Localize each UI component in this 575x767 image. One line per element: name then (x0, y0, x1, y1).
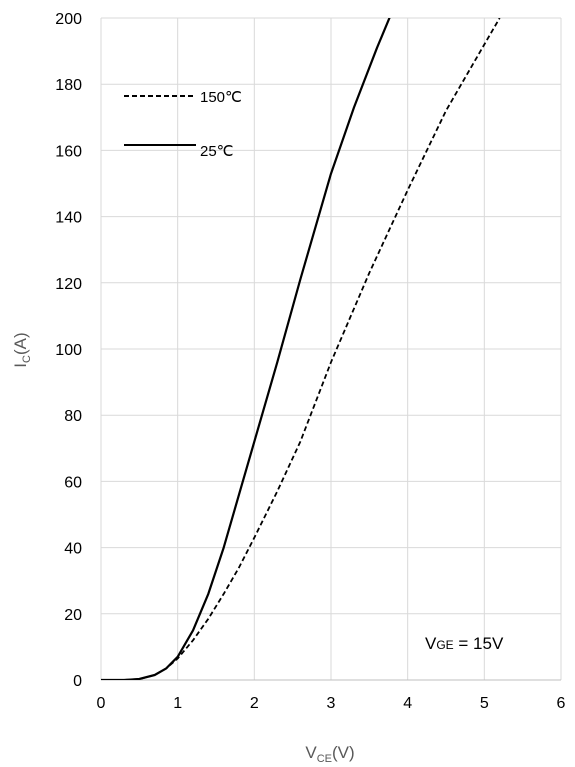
series-line-150c (101, 18, 501, 680)
y-axis-title-sub: C (21, 355, 33, 363)
x-tick-label: 2 (250, 695, 259, 712)
y-axis-title: IC(A) (11, 332, 33, 367)
legend: 150℃ 25℃ (124, 89, 242, 160)
y-tick-label: 40 (64, 541, 82, 558)
y-tick-label: 80 (64, 408, 82, 425)
y-tick-label: 60 (64, 474, 82, 491)
series-line-25c (101, 18, 391, 680)
grid (100, 17, 562, 681)
legend-150c-label: 150℃ (200, 89, 242, 106)
y-tick-label: 160 (55, 143, 82, 160)
y-tick-label: 120 (55, 276, 82, 293)
y-axis-title-unit: (A) (11, 332, 30, 355)
x-axis-title-sub: CE (317, 753, 332, 765)
x-tick-label: 3 (327, 695, 336, 712)
x-tick-label: 4 (403, 695, 412, 712)
x-axis-title-unit: (V) (332, 743, 355, 762)
y-tick-label: 20 (64, 607, 82, 624)
x-tick-label: 0 (97, 695, 106, 712)
y-tick-labels: 0 20 40 60 80 100 120 140 160 180 200 (55, 11, 82, 690)
y-tick-label: 200 (55, 11, 82, 28)
legend-25c-label: 25℃ (200, 143, 234, 160)
vge-annotation-sub: GE (436, 638, 453, 652)
x-tick-label: 5 (480, 695, 489, 712)
x-tick-labels: 0 1 2 3 4 5 6 (97, 695, 566, 712)
y-tick-label: 180 (55, 77, 82, 94)
x-tick-label: 1 (173, 695, 182, 712)
y-axis-title-main: I (11, 363, 30, 368)
y-tick-label: 100 (55, 342, 82, 359)
y-tick-label: 0 (73, 673, 82, 690)
y-tick-label: 140 (55, 210, 82, 227)
vge-annotation-rest: = 15V (454, 634, 504, 653)
x-axis-title-main: V (305, 743, 317, 762)
x-axis-title: VCE(V) (305, 743, 354, 765)
x-tick-label: 6 (557, 695, 566, 712)
series-lines (101, 18, 501, 680)
vge-annotation: VGE = 15V (425, 634, 504, 653)
vge-annotation-main: V (425, 634, 437, 653)
